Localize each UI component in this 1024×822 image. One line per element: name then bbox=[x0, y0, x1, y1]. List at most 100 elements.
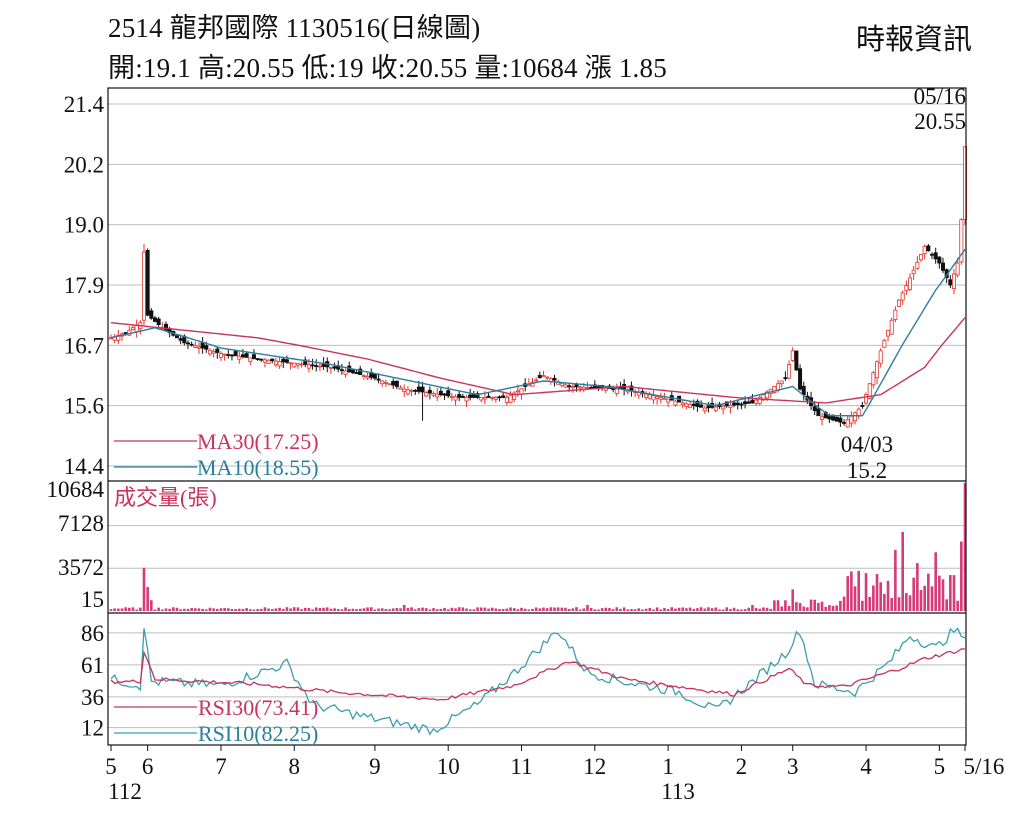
volume-bar bbox=[542, 607, 545, 611]
volume-bar bbox=[128, 607, 131, 611]
volume-bar bbox=[289, 608, 292, 611]
candle-body bbox=[787, 364, 792, 379]
candle-body bbox=[310, 364, 315, 367]
volume-bar bbox=[930, 586, 934, 611]
candle-body bbox=[508, 394, 513, 403]
ma10-line bbox=[110, 248, 966, 417]
volume-bar bbox=[523, 608, 527, 611]
volume-bar bbox=[212, 608, 215, 611]
volume-bar bbox=[875, 574, 879, 611]
volume-bar bbox=[567, 609, 571, 611]
volume-bar bbox=[142, 567, 146, 611]
x-tick-label: 10 bbox=[437, 754, 460, 779]
volume-bar bbox=[582, 608, 586, 611]
volume-bar bbox=[373, 609, 377, 611]
candle-body bbox=[952, 273, 957, 290]
volume-bar bbox=[267, 608, 270, 611]
candle-body bbox=[922, 246, 927, 255]
volume-bar bbox=[498, 609, 501, 611]
volume-bar bbox=[666, 609, 670, 611]
candle-body bbox=[156, 318, 161, 325]
volume-bar bbox=[479, 607, 483, 611]
candle-body bbox=[233, 350, 238, 357]
candle-body bbox=[937, 256, 942, 264]
volume-bar bbox=[710, 608, 714, 611]
candle-body bbox=[409, 389, 414, 392]
candle-body bbox=[413, 389, 418, 392]
rsi-tick-label: 86 bbox=[81, 621, 104, 646]
volume-bar bbox=[901, 531, 904, 611]
candle-body bbox=[702, 407, 707, 412]
volume-bar bbox=[494, 608, 498, 611]
low-value-annotation: 15.2 bbox=[847, 458, 887, 483]
volume-bar bbox=[274, 608, 278, 611]
candle-body bbox=[464, 397, 469, 402]
candle-body bbox=[754, 399, 759, 404]
candle-body bbox=[875, 361, 880, 379]
x-tick-label: 9 bbox=[369, 754, 381, 779]
volume-bar bbox=[450, 607, 454, 611]
candle-body bbox=[882, 339, 887, 348]
candle-body bbox=[541, 375, 546, 377]
volume-bar bbox=[263, 607, 267, 611]
volume-bar bbox=[747, 607, 751, 611]
volume-bar bbox=[806, 607, 809, 611]
candle-body bbox=[457, 394, 462, 398]
candle-body bbox=[691, 403, 696, 407]
candle-body bbox=[475, 393, 480, 398]
candle-body bbox=[365, 376, 370, 379]
volume-bar bbox=[835, 605, 839, 611]
volume-bar bbox=[597, 609, 600, 611]
candle-body bbox=[226, 354, 231, 356]
candle-body bbox=[647, 394, 652, 399]
volume-bar bbox=[663, 607, 666, 611]
candle-body bbox=[295, 363, 300, 366]
candle-body bbox=[251, 354, 256, 359]
volume-bar bbox=[384, 608, 388, 611]
candle-body bbox=[559, 382, 564, 386]
rsi10-legend: RSI10(82.25) bbox=[198, 721, 318, 746]
volume-bar bbox=[608, 608, 611, 611]
volume-bar bbox=[864, 573, 868, 611]
volume-bar bbox=[131, 607, 135, 611]
volume-bar bbox=[692, 608, 696, 611]
candle-body bbox=[732, 402, 737, 406]
panel-frames bbox=[107, 87, 967, 746]
volume-bar bbox=[281, 608, 285, 611]
volume-bar bbox=[344, 607, 347, 611]
volume-bar bbox=[853, 586, 857, 611]
volume-bar bbox=[549, 607, 553, 611]
volume-bar bbox=[150, 600, 153, 611]
volume-bar bbox=[916, 563, 919, 611]
candle-body bbox=[673, 400, 678, 406]
candle-body bbox=[534, 379, 539, 382]
volume-bar bbox=[520, 607, 523, 611]
volume-bar bbox=[164, 608, 168, 611]
volume-bar bbox=[571, 608, 575, 611]
volume-bar bbox=[633, 609, 637, 611]
candle-body bbox=[391, 380, 396, 386]
volume-bar bbox=[446, 609, 450, 611]
candle-body bbox=[662, 397, 667, 400]
volume-bar bbox=[659, 609, 663, 611]
volume-bar bbox=[468, 609, 472, 611]
volume-bar bbox=[776, 600, 780, 611]
volume-bar bbox=[490, 607, 494, 611]
volume-bar bbox=[483, 607, 487, 611]
year-label: 112 bbox=[108, 779, 142, 804]
candle-body bbox=[204, 345, 209, 350]
volume-bar bbox=[512, 608, 516, 611]
volume-bar bbox=[380, 608, 384, 611]
volume-bar bbox=[406, 608, 410, 611]
volume-bar bbox=[732, 607, 736, 611]
volume-bar bbox=[358, 608, 362, 611]
volume-bar bbox=[905, 592, 908, 611]
volume-bar bbox=[861, 600, 864, 611]
volume-bar bbox=[226, 608, 230, 611]
volume-bar bbox=[934, 552, 937, 611]
source-label: 時報資訊 bbox=[855, 24, 972, 56]
volume-bar bbox=[435, 609, 439, 611]
volume-bar bbox=[919, 590, 923, 611]
x-tick-label: 3 bbox=[787, 754, 799, 779]
candle-body bbox=[655, 396, 660, 399]
